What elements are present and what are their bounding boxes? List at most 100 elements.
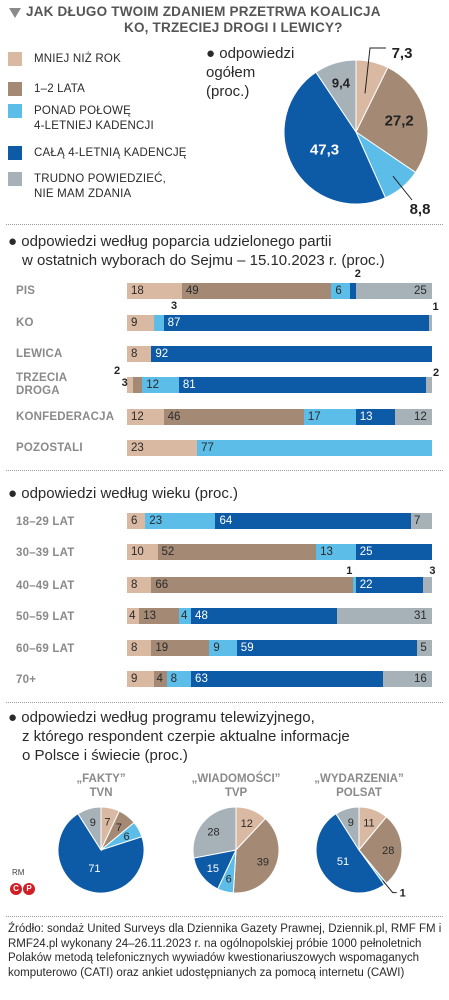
bar-value-label: 77 [201, 442, 214, 454]
bar-segment [178, 608, 192, 624]
legend-label-line: MNIEJ NIŻ ROK [34, 53, 121, 65]
pie-value-label: 6 [124, 831, 130, 843]
pie-value-label: 7 [116, 822, 122, 834]
legend-label: 1–2 LATA [34, 82, 244, 97]
bar-value-label: 18 [131, 285, 144, 297]
bar-value-label: 49 [185, 285, 199, 297]
stacked-bar: 12 81 [127, 377, 432, 393]
legend-label: TRUDNO POWIEDZIEĆ, NIE MAM ZDANIA [34, 172, 244, 202]
bar-segment [127, 315, 155, 331]
pie-value-label: 39 [257, 857, 269, 869]
pie-slice [77, 806, 102, 852]
legend-label: CAŁĄ 4-LETNIĄ KADENCJĘ [34, 146, 244, 161]
bar-segment [127, 377, 134, 393]
bar-value-label: 13 [359, 411, 373, 423]
bar-segment [191, 608, 338, 624]
age-section-heading: ● odpowiedzi według wieku (proc.) [8, 484, 438, 503]
bar-segment [416, 640, 432, 656]
bar-value-label: 4 [180, 610, 188, 622]
stacked-bar: 23 77 [127, 440, 432, 456]
stacked-bar: 8 92 [127, 346, 432, 362]
stacked-bar: 12 46 17 13 12 [127, 409, 432, 425]
overall-heading-line-1: odpowiedzi [219, 45, 295, 62]
pie-value-label: 6 [226, 873, 232, 885]
bar-segment [209, 640, 237, 656]
stacked-bar: 6 23 64 7 [127, 513, 432, 529]
bar-value-label: 10 [131, 546, 144, 558]
bar-segment [166, 671, 192, 687]
pie-title-line: „WIADOMOŚCI” [191, 773, 281, 785]
bar-value-label: 12 [146, 379, 160, 391]
pie-title-line: TVN [89, 787, 113, 799]
bar-value-label: 59 [240, 642, 254, 654]
bar-value-label: 23 [131, 442, 144, 454]
bar-value-label: 3 [121, 377, 128, 389]
row-label-line: 30–39 LAT [16, 547, 75, 559]
legend-swatch [8, 82, 22, 96]
legend-swatch [8, 104, 22, 118]
leader-line [382, 880, 397, 894]
legend-label: PONAD POŁOWĘ 4-LETNIEJ KADENCJI [34, 104, 244, 134]
pie-title: „FAKTY” TVN [46, 772, 156, 800]
row-label: 30–39 LAT [16, 547, 74, 560]
bar-segment [316, 544, 356, 560]
bar-value-label: 4 [129, 610, 136, 622]
bar-value-label: 8 [131, 348, 138, 360]
tv-heading-line-2: z którego respondent czerpie aktualne in… [22, 728, 350, 745]
bar-segment [355, 409, 396, 425]
pie-value-label: 28 [207, 826, 219, 838]
row-label-line: 60–69 LAT [16, 643, 75, 655]
bar-value-label: 1 [346, 565, 353, 577]
pie-value-label: 27,2 [385, 113, 414, 130]
bar-value-label: 16 [414, 673, 427, 685]
tv-pie-chart: 11 28 1 51 9 [315, 806, 406, 900]
row-label-line: 18–29 LAT [16, 516, 75, 528]
pie-value-label: 7 [104, 816, 110, 828]
bar-value-label: 8 [131, 579, 138, 591]
bar-segment [127, 409, 164, 425]
bar-segment [142, 377, 179, 393]
tv-heading-line-3: o Polsce i świecie (proc.) [22, 747, 188, 764]
pie-slice [232, 817, 280, 894]
bar-segment [157, 544, 317, 560]
bar-value-label: 3 [429, 565, 436, 577]
bar-segment [395, 409, 432, 425]
bar-segment [133, 377, 143, 393]
row-label-line: KONFEDERACJA [16, 411, 115, 423]
bar-segment [191, 671, 384, 687]
row-label-line: 40–49 LAT [16, 580, 75, 592]
bar-segment [163, 409, 304, 425]
bar-value-label: 4 [156, 673, 163, 685]
pie-value-label: 1 [400, 888, 406, 900]
pie-title-line: „FAKTY” [76, 773, 126, 785]
bar-segment [154, 315, 164, 331]
row-label-line: POZOSTALI [16, 442, 83, 454]
bar-segment [337, 608, 432, 624]
bar-value-label: 13 [320, 546, 333, 558]
bar-value-label: 81 [182, 379, 196, 391]
pie-value-label: 28 [382, 845, 394, 857]
bar-value-label: 7 [414, 515, 421, 527]
source-note: Źródło: sondaż United Surveys dla Dzienn… [8, 923, 442, 979]
bar-segment [151, 346, 432, 362]
bar-segment [355, 544, 432, 560]
row-label: 40–49 LAT [16, 580, 74, 593]
bar-segment [127, 640, 152, 656]
bar-segment [352, 577, 356, 593]
bar-value-label: 25 [359, 546, 373, 558]
row-label: POZOSTALI [16, 442, 83, 455]
bar-segment [154, 671, 167, 687]
overall-pie-chart: 7,3 27,2 8,8 47,3 9,4 [283, 45, 430, 218]
legend-label-line: TRUDNO POWIEDZIEĆ, [34, 173, 167, 185]
pie-value-label: 9 [348, 817, 354, 829]
bar-value-label: 6 [335, 285, 342, 297]
bar-value-label: 48 [195, 610, 208, 622]
row-label-line: PIS [16, 285, 36, 297]
row-label-line: 70+ [16, 674, 37, 686]
pie-value-label: 11 [363, 817, 374, 829]
bar-value-label: 46 [167, 411, 181, 423]
p-logo: P [23, 883, 35, 895]
pie-slice [57, 813, 145, 894]
bar-segment [178, 377, 426, 393]
